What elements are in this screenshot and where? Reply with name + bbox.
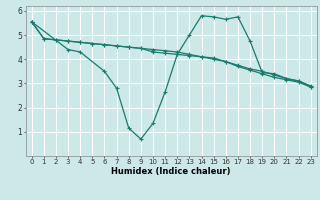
X-axis label: Humidex (Indice chaleur): Humidex (Indice chaleur) — [111, 167, 231, 176]
